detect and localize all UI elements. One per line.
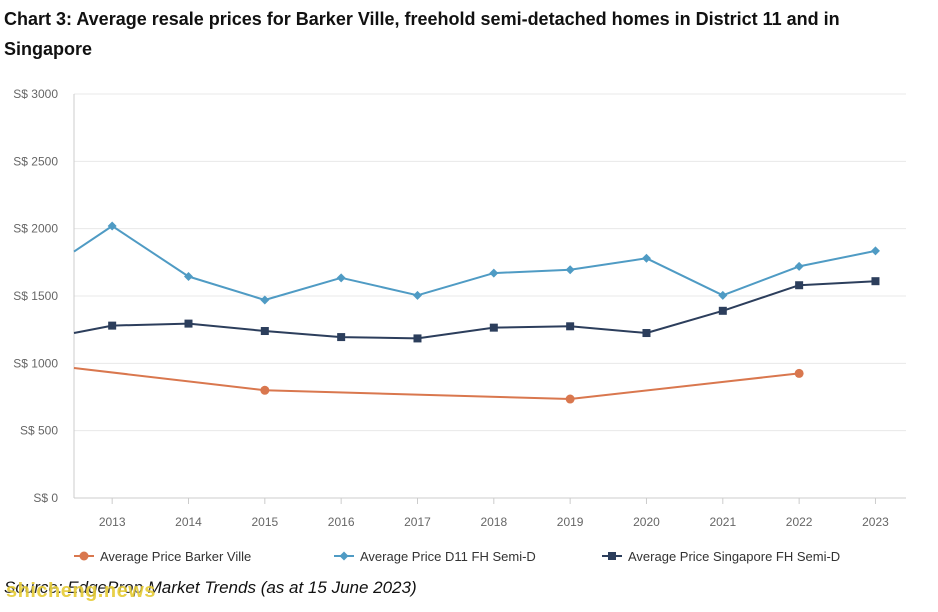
- x-tick-label: 2019: [557, 515, 584, 529]
- x-tick-label: 2013: [99, 515, 126, 529]
- data-point-barker-ville: [260, 385, 270, 395]
- legend-item-barker-ville: Average Price Barker Ville: [74, 549, 251, 564]
- legend-item-singapore-fh-semi-d: Average Price Singapore FH Semi-D: [602, 549, 840, 564]
- series-line-singapore-fh-semi-d: [73, 280, 876, 340]
- data-point-singapore-fh-semi-d: [413, 334, 422, 343]
- y-tick-label: S$ 2500: [13, 154, 58, 168]
- y-tick-label: S$ 1500: [13, 289, 58, 303]
- y-tick-label: S$ 0: [33, 491, 58, 505]
- data-point-barker-ville: [794, 368, 804, 378]
- y-tick-label: S$ 3000: [13, 87, 58, 101]
- series-d11-fh-semi-d: [73, 221, 880, 305]
- data-point-d11-fh-semi-d: [489, 268, 499, 278]
- legend-item-d11-fh-semi-d: Average Price D11 FH Semi-D: [334, 549, 536, 564]
- series-singapore-fh-semi-d: [73, 277, 880, 343]
- legend-label: Average Price Singapore FH Semi-D: [628, 549, 840, 564]
- x-tick-label: 2017: [404, 515, 431, 529]
- data-point-singapore-fh-semi-d: [108, 321, 117, 330]
- y-tick-label: S$ 1000: [13, 356, 58, 370]
- data-point-singapore-fh-semi-d: [337, 333, 346, 342]
- data-point-singapore-fh-semi-d: [642, 329, 651, 338]
- x-tick-label: 2015: [251, 515, 278, 529]
- x-tick-label: 2020: [633, 515, 660, 529]
- data-point-d11-fh-semi-d: [641, 253, 651, 263]
- legend-marker: [79, 551, 89, 561]
- legend-marker: [608, 552, 616, 560]
- x-tick-label: 2018: [480, 515, 507, 529]
- data-point-d11-fh-semi-d: [870, 246, 880, 256]
- data-point-singapore-fh-semi-d: [566, 322, 575, 331]
- line-chart: S$ 0 S$ 500 S$ 1000 S$ 1500 S$ 2000 S$ 2500 S$…: [13, 87, 906, 564]
- x-tick-label: 2016: [328, 515, 355, 529]
- data-point-singapore-fh-semi-d: [260, 327, 269, 336]
- data-point-singapore-fh-semi-d: [184, 319, 193, 328]
- series-line-barker-ville: [73, 367, 800, 400]
- data-point-d11-fh-semi-d: [336, 273, 346, 283]
- data-point-d11-fh-semi-d: [794, 261, 804, 271]
- data-point-singapore-fh-semi-d: [718, 306, 727, 315]
- series-line-d11-fh-semi-d: [73, 225, 876, 301]
- data-point-d11-fh-semi-d: [412, 290, 422, 300]
- legend-label: Average Price Barker Ville: [100, 549, 251, 564]
- y-tick-label: S$ 500: [20, 424, 58, 438]
- data-point-d11-fh-semi-d: [565, 265, 575, 275]
- x-tick-label: 2014: [175, 515, 202, 529]
- data-point-singapore-fh-semi-d: [795, 281, 804, 290]
- y-tick-label: S$ 2000: [13, 222, 58, 236]
- data-point-barker-ville: [565, 394, 575, 404]
- legend-label: Average Price D11 FH Semi-D: [360, 549, 536, 564]
- watermark: shicheng.news: [6, 580, 156, 602]
- data-point-d11-fh-semi-d: [260, 295, 270, 305]
- x-tick-label: 2022: [786, 515, 813, 529]
- data-point-singapore-fh-semi-d: [489, 323, 498, 332]
- data-point-d11-fh-semi-d: [718, 290, 728, 300]
- source-note: Source: EdgeProp Market Trends (as at 15…: [4, 578, 417, 597]
- x-tick-label: 2023: [862, 515, 889, 529]
- data-point-d11-fh-semi-d: [107, 221, 117, 231]
- legend-marker: [339, 551, 349, 561]
- data-point-singapore-fh-semi-d: [871, 277, 880, 286]
- series-barker-ville: [73, 367, 804, 404]
- data-point-d11-fh-semi-d: [183, 271, 193, 281]
- chart-title: Chart 3: Average resale prices for Barke…: [4, 9, 840, 59]
- x-tick-label: 2021: [709, 515, 736, 529]
